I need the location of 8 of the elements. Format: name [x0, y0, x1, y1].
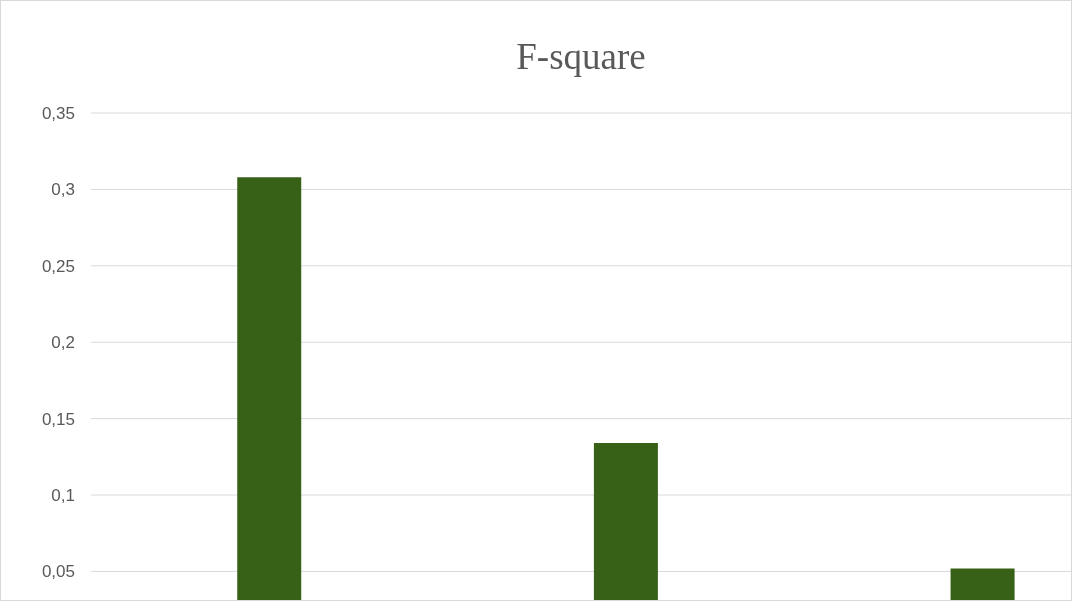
y-tick-label: 0,15 [41, 409, 75, 429]
chart-title: F-square [515, 35, 647, 78]
y-tick-label: 0,1 [51, 486, 75, 506]
y-tick-label: 0,35 [41, 104, 75, 124]
y-tick-label: 0,3 [51, 180, 75, 200]
y-tick-label: 0,25 [41, 256, 75, 276]
y-tick-label: 0,05 [41, 562, 75, 582]
y-tick-label: 0,2 [51, 333, 75, 353]
